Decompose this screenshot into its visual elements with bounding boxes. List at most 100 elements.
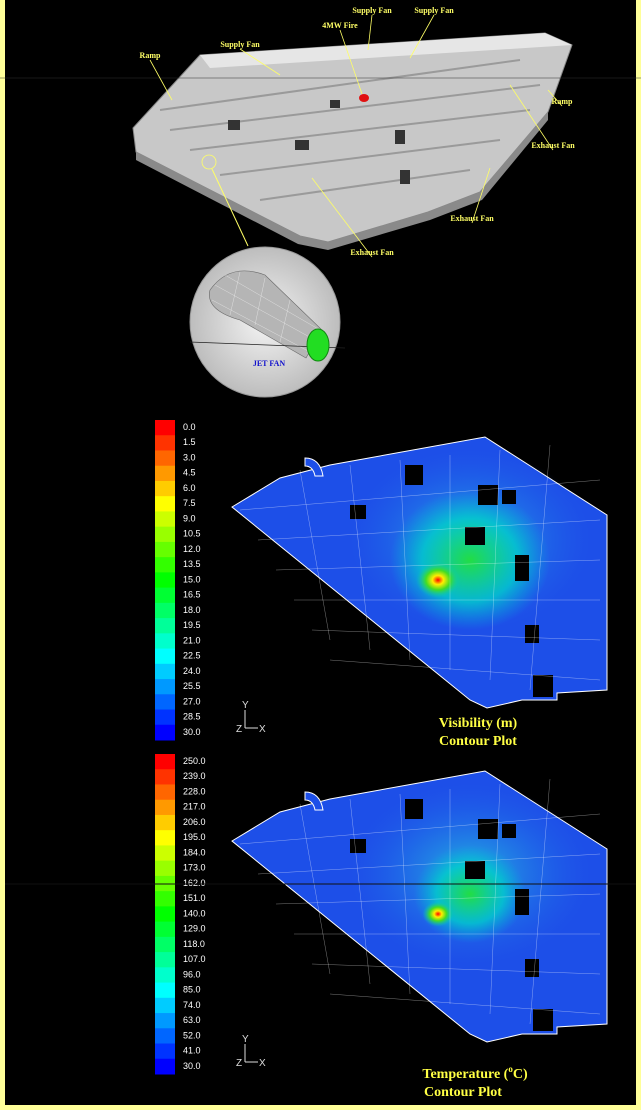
- legend-label: 63.0: [183, 1015, 201, 1025]
- legend-swatch: [155, 694, 175, 710]
- legend-label: 239.0: [183, 771, 206, 781]
- legend-swatch: [155, 998, 175, 1014]
- legend-swatch: [155, 800, 175, 816]
- legend-label: 250.0: [183, 756, 206, 766]
- legend-label: 19.5: [183, 620, 201, 630]
- callout-label: Ramp: [140, 51, 161, 60]
- plot-subtitle: Contour Plot: [439, 734, 517, 749]
- solid-block: [525, 959, 539, 977]
- legend-swatch: [155, 679, 175, 695]
- solid-block: [533, 675, 553, 697]
- plot-title: Visibility (m): [439, 716, 518, 731]
- legend-swatch: [155, 815, 175, 831]
- legend-swatch: [155, 906, 175, 922]
- axis-label: Z: [236, 1058, 242, 1069]
- warm-zone: [414, 845, 526, 943]
- legend-swatch: [155, 983, 175, 999]
- axis-label: Y: [242, 700, 249, 711]
- solid-block: [465, 527, 485, 545]
- legend-swatch: [155, 481, 175, 497]
- legend-label: 140.0: [183, 908, 206, 918]
- solid-block: [502, 824, 516, 838]
- legend-label: 3.0: [183, 452, 196, 462]
- solid-block: [350, 505, 366, 519]
- legend-swatch: [155, 572, 175, 588]
- legend-label: 6.0: [183, 483, 196, 493]
- legend-label: 21.0: [183, 635, 201, 645]
- legend-swatch: [155, 710, 175, 726]
- legend-swatch: [155, 618, 175, 634]
- legend-swatch: [155, 922, 175, 938]
- legend-label: 74.0: [183, 1000, 201, 1010]
- legend-swatch: [155, 830, 175, 846]
- legend-swatch: [155, 664, 175, 680]
- legend-label: 15.0: [183, 574, 201, 584]
- axis-label: X: [259, 1058, 266, 1069]
- legend-swatch: [155, 542, 175, 558]
- solid-block: [533, 1009, 553, 1031]
- legend-swatch: [155, 1013, 175, 1029]
- legend-label: 228.0: [183, 786, 206, 796]
- axis-label: Y: [242, 1034, 249, 1045]
- axis-label: X: [259, 724, 266, 735]
- legend-label: 0.0: [183, 422, 196, 432]
- legend-label: 173.0: [183, 863, 206, 873]
- legend-swatch: [155, 861, 175, 877]
- legend-swatch: [155, 784, 175, 800]
- legend-swatch: [155, 649, 175, 665]
- legend-swatch: [155, 603, 175, 619]
- legend-label: 7.5: [183, 498, 196, 508]
- axis-label: Z: [236, 724, 242, 735]
- solid-block: [478, 485, 498, 505]
- solid-block: [502, 490, 516, 504]
- callout-label: Ramp: [552, 97, 573, 106]
- legend-swatch: [155, 891, 175, 907]
- legend-label: 206.0: [183, 817, 206, 827]
- callout-label: Supply Fan: [220, 40, 260, 49]
- legend-label: 151.0: [183, 893, 206, 903]
- title-part: C): [513, 1067, 528, 1082]
- legend-swatch: [155, 937, 175, 953]
- legend-swatch: [155, 450, 175, 466]
- legend-label: 4.5: [183, 468, 196, 478]
- legend-label: 118.0: [183, 939, 205, 949]
- legend-label: 13.5: [183, 559, 201, 569]
- legend-label: 184.0: [183, 847, 206, 857]
- legend-label: 162.0: [183, 878, 206, 888]
- legend-label: 52.0: [183, 1030, 201, 1040]
- legend-label: 107.0: [183, 954, 206, 964]
- legend-label: 10.5: [183, 529, 201, 539]
- plot-subtitle: Contour Plot: [424, 1085, 502, 1100]
- legend-swatch: [155, 496, 175, 512]
- solid-block: [405, 465, 423, 485]
- legend-swatch: [155, 754, 175, 770]
- solid-block: [515, 889, 529, 915]
- legend-label: 28.5: [183, 712, 201, 722]
- solid-block: [515, 555, 529, 581]
- legend-swatch: [155, 769, 175, 785]
- legend-label: 24.0: [183, 666, 201, 676]
- legend-swatch: [155, 952, 175, 968]
- legend-label: 27.0: [183, 696, 201, 706]
- legend-label: 129.0: [183, 924, 206, 934]
- legend-swatch: [155, 1028, 175, 1044]
- legend-label: 16.5: [183, 590, 201, 600]
- legend-swatch: [155, 967, 175, 983]
- legend-swatch: [155, 420, 175, 436]
- solid-block: [350, 839, 366, 853]
- legend-swatch: [155, 1044, 175, 1060]
- callout-label: Exhaust Fan: [450, 214, 494, 223]
- legend-swatch: [155, 1059, 175, 1075]
- legend-label: 85.0: [183, 985, 201, 995]
- hot-zone: [423, 901, 454, 926]
- solid-block: [525, 625, 539, 643]
- legend-label: 22.5: [183, 651, 201, 661]
- solid-block: [478, 819, 498, 839]
- legend-swatch: [155, 845, 175, 861]
- legend-label: 18.0: [183, 605, 201, 615]
- legend-label: 41.0: [183, 1046, 201, 1056]
- legend-label: 12.0: [183, 544, 201, 554]
- plot-title: Temperature (oC): [422, 1064, 528, 1082]
- callout-label: Supply Fan: [414, 6, 454, 15]
- legend-label: 217.0: [183, 802, 206, 812]
